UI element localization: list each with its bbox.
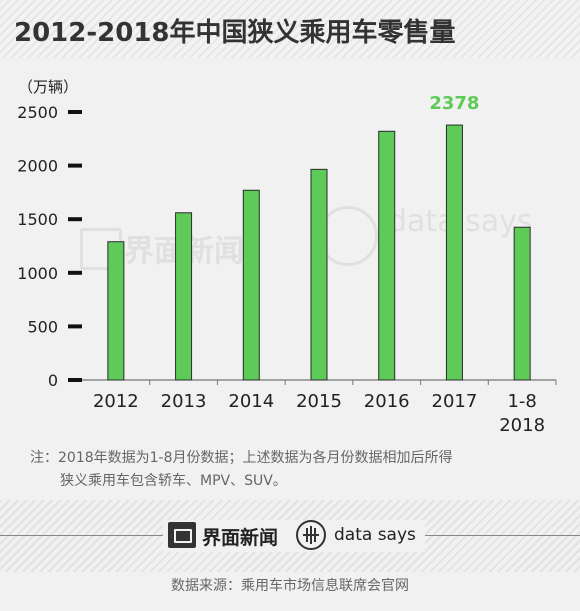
data-source: 数据来源：乘用车市场信息联席会官网 [171, 578, 409, 594]
bar-2014 [242, 189, 260, 381]
y-tick-label: 500 [27, 317, 58, 336]
footer-brand-en: data says [334, 525, 416, 545]
y-tick-label: 1000 [17, 264, 58, 283]
bar-2013 [175, 212, 193, 381]
bar-2012 [107, 241, 125, 381]
bar-value-label: 2378 [429, 93, 479, 114]
header-banner [0, 0, 580, 58]
bar-2017 [445, 124, 463, 381]
x-tick-label: 2014 [228, 391, 274, 412]
x-tick-label: 2017 [432, 391, 478, 412]
bar-1-8-2018 [513, 226, 531, 381]
bar-2016 [378, 130, 396, 381]
note-line-1: 注：2018年数据为1-8月份数据；上述数据为各月份数据相加后所得 [30, 450, 453, 466]
footer-brand-area [163, 520, 425, 552]
x-tick-label: 2015 [296, 391, 342, 412]
datasays-logo-icon [296, 520, 326, 550]
x-tick-label: 2013 [161, 391, 207, 412]
bar-2015 [310, 168, 328, 381]
footer-divider-left [0, 535, 163, 536]
chart-title: 2012-2018年中国狭义乘用车零售量 [14, 18, 456, 48]
x-tick-label: 2018 [499, 415, 545, 436]
jiemian-logo-icon [168, 522, 196, 548]
y-tick-label: 1500 [17, 210, 58, 229]
x-tick-label: 1-8 [507, 391, 536, 412]
footer-divider-right [425, 535, 580, 536]
footer-brand-cn: 界面新闻 [202, 527, 279, 549]
y-tick-label: 2000 [17, 157, 58, 176]
y-tick-label: 2500 [17, 103, 58, 122]
y-tick-label: 0 [48, 371, 58, 390]
note-line-2: 狭义乘用车包含轿车、MPV、SUV。 [60, 473, 287, 489]
bar-chart: 0 500 1000 1500 2000 2500 2012 2013 2014 2015 2016… [17, 93, 557, 436]
y-axis-unit: （万辆） [18, 78, 79, 96]
x-tick-label: 2012 [93, 391, 139, 412]
x-tick-label: 2016 [364, 391, 410, 412]
